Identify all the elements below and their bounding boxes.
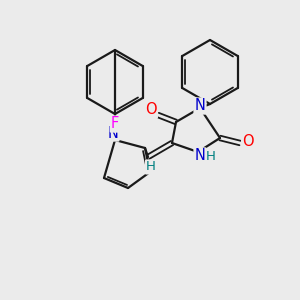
Text: O: O bbox=[242, 134, 254, 149]
Text: N: N bbox=[108, 125, 118, 140]
Text: O: O bbox=[145, 103, 157, 118]
Text: H: H bbox=[146, 160, 156, 173]
Text: F: F bbox=[111, 116, 119, 131]
Text: H: H bbox=[206, 149, 216, 163]
Text: N: N bbox=[195, 98, 206, 113]
Text: N: N bbox=[195, 148, 206, 164]
